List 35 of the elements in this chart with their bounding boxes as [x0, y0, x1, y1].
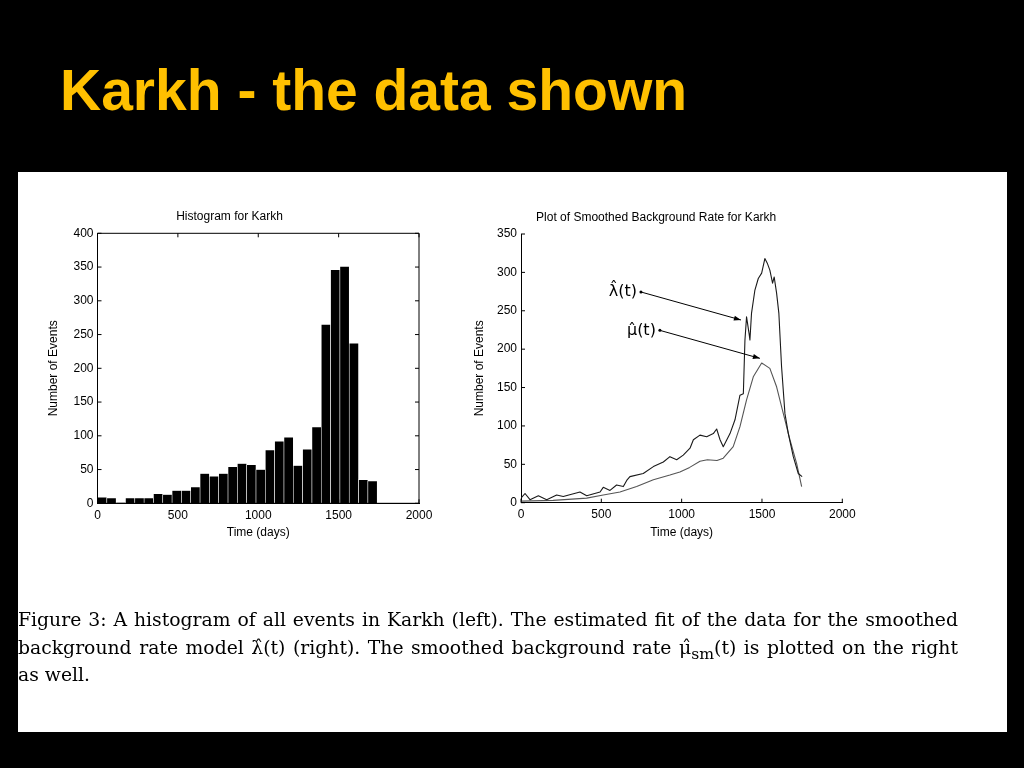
x-tick-label: 2000	[828, 507, 856, 522]
y-tick-label: 100	[496, 418, 518, 433]
y-tick-label: 0	[510, 495, 518, 510]
y-tick-label: 350	[73, 259, 94, 274]
y-tick-label: 250	[496, 303, 518, 318]
x-tick-label: 1500	[325, 507, 353, 522]
y-tick-label: 350	[496, 226, 518, 241]
annotation: μ̂(t)	[626, 319, 656, 339]
x-tick-label: 1000	[244, 507, 272, 522]
y-tick-label: 100	[73, 428, 94, 443]
y-tick-label: 300	[73, 293, 94, 308]
x-tick-label: 500	[167, 507, 189, 522]
chart-title: Histogram for Karkh	[176, 209, 283, 224]
text: Figure 3: A histogram of all events in Karkh (left). The estimated fit of the data for the smoothed background rate model λ̂(t) (right). The smoothed background rate μ̂$_{sm}$(t) is plotted on the right as well.	[18, 609, 958, 685]
y-tick-label: 50	[80, 461, 94, 476]
y-axis-title: Number of Events	[45, 320, 60, 417]
y-tick-label: 200	[73, 360, 94, 375]
x-tick-label: 2000	[405, 507, 433, 522]
y-tick-label: 300	[496, 264, 518, 279]
y-tick-label: 50	[503, 456, 518, 471]
y-tick-label: 150	[496, 379, 518, 394]
y-tick-label: 250	[73, 326, 94, 341]
x-tick-label: 500	[591, 507, 612, 522]
x-tick-label: 1500	[748, 507, 776, 522]
y-tick-label: 200	[496, 341, 518, 356]
y-tick-label: 150	[73, 394, 94, 409]
chart-title: Plot of Smoothed Background Rate for Karkh	[536, 210, 777, 225]
y-tick-label: 0	[86, 495, 94, 510]
x-axis-title: Time (days)	[226, 525, 290, 540]
y-axis-title: Number of Events	[471, 320, 486, 417]
annotation: λ̂(t)	[608, 280, 637, 301]
text: Karkh - the data shown	[60, 57, 689, 124]
y-tick-label: 400	[73, 225, 94, 240]
x-axis-title: Time (days)	[650, 525, 714, 540]
x-tick-label: 1000	[668, 507, 696, 522]
